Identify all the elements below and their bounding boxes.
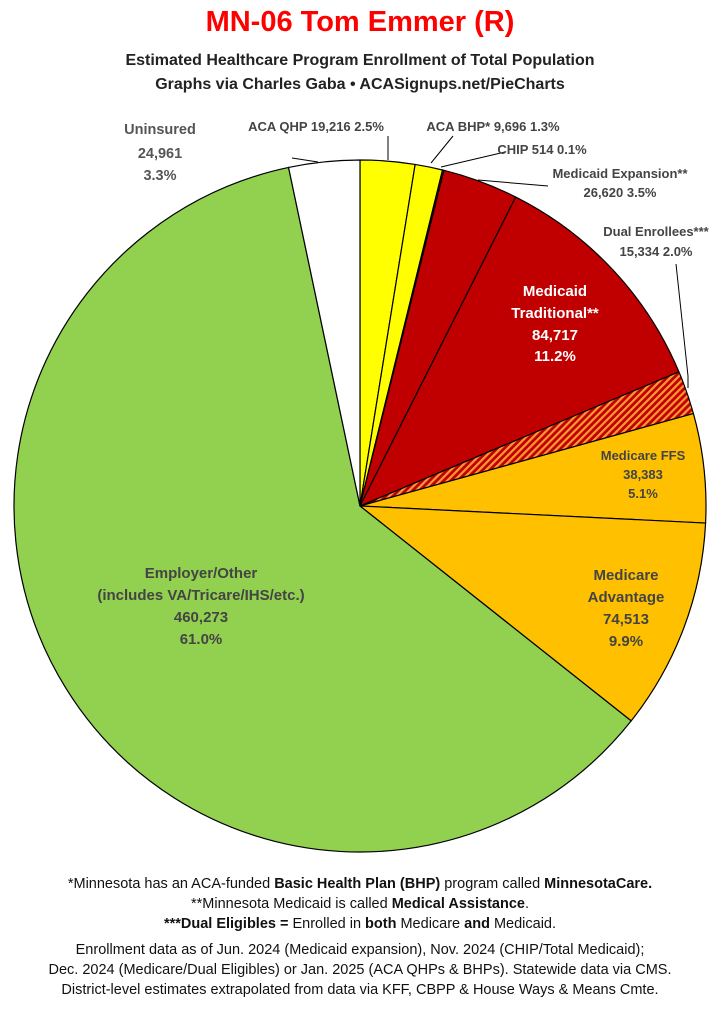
source-line-2: Dec. 2024 (Medicare/Dual Eligibles) or J… [48, 962, 672, 978]
footnote-dual-text2: Medicare [396, 916, 465, 932]
label-medicaid-expansion-value: 26,620 3.5% [583, 185, 656, 200]
leader-line-dual-enrollees [675, 263, 689, 388]
pie-slice-uninsured [287, 159, 361, 507]
label-aca-qhp: ACA QHP 19,216 2.5% [248, 119, 384, 134]
chart-credit: Graphs via Charles Gaba • ACASignups.net… [155, 76, 565, 93]
label-employer-value: 460,273 [174, 609, 228, 626]
footnote-medicaid: **Minnesota Medicaid is called Medical A… [0, 894, 720, 914]
label-medicare-advantage-value: 74,513 [603, 611, 649, 628]
pie-slice-medicare-advantage [359, 505, 707, 722]
label-medicare-ffs-percent: 5.1% [628, 486, 658, 501]
footnote-bhp-term: Basic Health Plan (BHP) [274, 876, 441, 892]
source-line-1: Enrollment data as of Jun. 2024 (Medicai… [75, 942, 645, 958]
label-medicaid-traditional-value: 84,717 [532, 327, 578, 344]
footnote-medicaid-text2: . [524, 896, 529, 912]
source-line-3: District-level estimates extrapolated fr… [61, 982, 659, 998]
label-aca-bhp: ACA BHP* 9,696 1.3% [426, 119, 560, 134]
footnote-bhp-program: MinnesotaCare. [544, 876, 653, 892]
footnote-dual-both: both [365, 916, 397, 932]
label-uninsured-percent: 3.3% [143, 168, 176, 184]
footnotes: *Minnesota has an ACA-funded Basic Healt… [0, 874, 720, 934]
pie-slice-employer-other-includes-va-tricare-ihs-etc [13, 166, 632, 853]
label-medicare-advantage-name2: Advantage [588, 589, 665, 606]
label-medicare-advantage-percent: 9.9% [609, 633, 643, 650]
chart-subtitle: Estimated Healthcare Program Enrollment … [125, 52, 595, 69]
source-notes: Enrollment data as of Jun. 2024 (Medicai… [0, 940, 720, 1000]
label-medicaid-traditional-percent: 11.2% [534, 348, 576, 365]
label-medicare-ffs-name: Medicare FFS [601, 448, 686, 463]
leader-line-uninsured [291, 157, 319, 163]
label-uninsured-value: 24,961 [138, 146, 182, 162]
footnote-dual: ***Dual Eligibles = Enrolled in both Med… [0, 914, 720, 934]
label-uninsured-name: Uninsured [124, 122, 196, 138]
chart-title: MN-06 Tom Emmer (R) [205, 6, 515, 38]
label-dual-enrollees-value: 15,334 2.0% [619, 244, 692, 259]
footnote-bhp-text1: *Minnesota has an ACA-funded [67, 876, 275, 892]
label-medicaid-traditional-name1: Medicaid [523, 283, 587, 300]
footnote-dual-term: ***Dual Eligibles = [163, 916, 289, 932]
footnote-bhp-text2: program called [440, 876, 545, 892]
pie-chart: Uninsured 24,961 3.3% ACA QHP 19,216 2.5… [13, 119, 710, 853]
label-employer-percent: 61.0% [180, 631, 223, 648]
label-dual-enrollees-name: Dual Enrollees*** [603, 224, 709, 239]
footnote-bhp: *Minnesota has an ACA-funded Basic Healt… [0, 874, 720, 894]
footnote-medicaid-term: Medical Assistance [391, 896, 525, 912]
label-medicaid-traditional-name2: Traditional** [511, 305, 599, 322]
leader-line-chip [440, 151, 506, 168]
label-medicare-advantage-name1: Medicare [593, 567, 658, 584]
footnote-medicaid-text1: **Minnesota Medicaid is called [191, 896, 392, 912]
leader-line-aca-bhp [430, 135, 454, 164]
footnote-dual-text1: Enrolled in [288, 916, 366, 932]
pie-slice-medicaid-traditional [359, 196, 680, 507]
label-employer-name1: Employer/Other [145, 565, 258, 582]
label-chip: CHIP 514 0.1% [497, 142, 587, 157]
label-medicare-ffs-value: 38,383 [623, 467, 663, 482]
label-employer-name2: (includes VA/Tricare/IHS/etc.) [97, 587, 304, 604]
pie-slices [13, 159, 707, 853]
footnote-dual-text3: Medicaid. [489, 916, 557, 932]
footnote-dual-and: and [464, 916, 490, 932]
label-medicaid-expansion-name: Medicaid Expansion** [552, 166, 688, 181]
leader-lines [291, 135, 689, 388]
leader-line-medicaid-expansion [477, 179, 549, 187]
